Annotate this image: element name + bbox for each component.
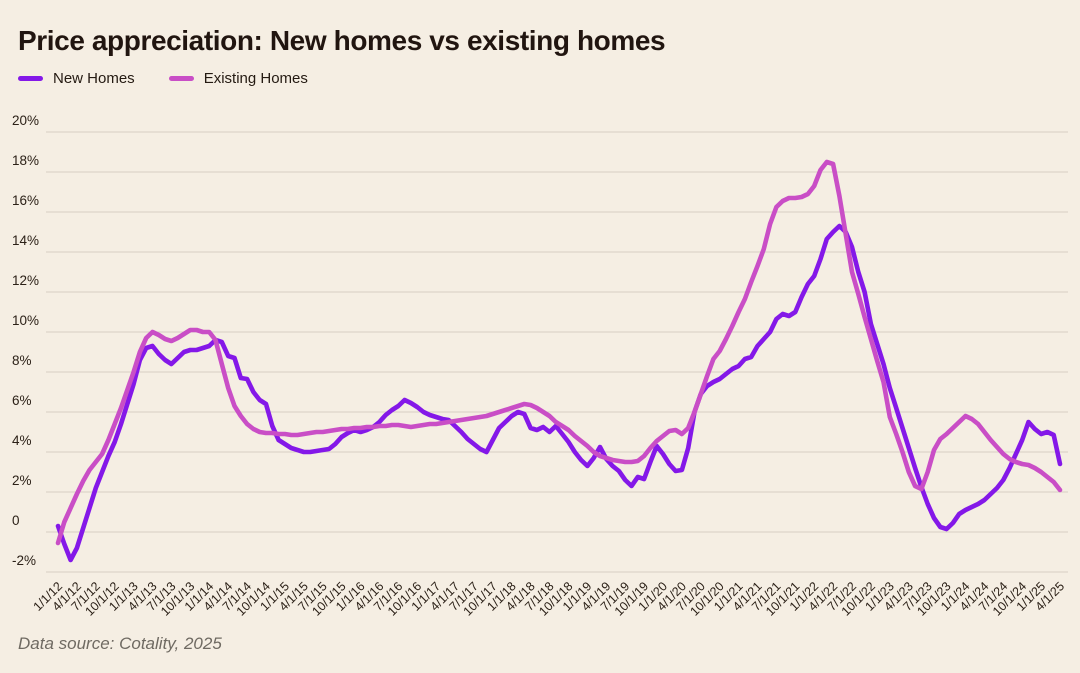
y-tick-label: -2% (12, 553, 36, 568)
y-tick-label: 12% (12, 273, 39, 288)
legend-label-new-homes: New Homes (53, 70, 135, 87)
y-tick-label: 6% (12, 393, 32, 408)
existing-homes-swatch-icon (168, 76, 194, 81)
y-tick-label: 2% (12, 473, 32, 488)
y-tick-label: 8% (12, 353, 32, 368)
y-tick-label: 18% (12, 153, 39, 168)
y-tick-label: 20% (12, 113, 39, 128)
series-line-existing-homes (55, 159, 1063, 546)
y-tick-label: 10% (12, 313, 39, 328)
legend-item-new-homes[interactable]: New Homes (18, 70, 135, 87)
y-tick-label: 16% (12, 193, 39, 208)
legend-label-existing-homes: Existing Homes (203, 70, 308, 87)
new-homes-swatch-icon (18, 76, 43, 81)
y-tick-label: 0 (12, 513, 20, 528)
data-source-note: Data source: Cotality, 2025 (18, 634, 222, 653)
legend-item-existing-homes[interactable]: Existing Homes (168, 70, 308, 87)
chart-legend: New Homes Existing Homes (18, 70, 308, 87)
y-tick-label: 4% (12, 433, 32, 448)
series-line-new-homes (55, 223, 1063, 563)
y-tick-label: 14% (12, 233, 39, 248)
page-title: Price appreciation: New homes vs existin… (18, 24, 666, 56)
